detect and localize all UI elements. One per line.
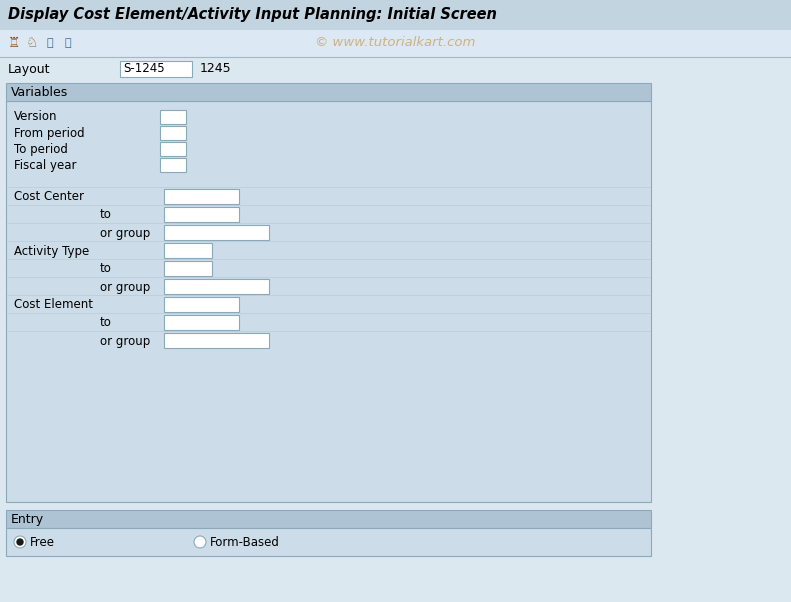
FancyBboxPatch shape bbox=[164, 225, 269, 240]
Text: Cost Element: Cost Element bbox=[14, 299, 93, 311]
Text: or group: or group bbox=[100, 226, 150, 240]
Text: Entry: Entry bbox=[11, 512, 44, 526]
Text: Free: Free bbox=[30, 536, 55, 548]
FancyBboxPatch shape bbox=[164, 315, 239, 330]
Text: © www.tutorialkart.com: © www.tutorialkart.com bbox=[315, 37, 475, 49]
FancyBboxPatch shape bbox=[160, 158, 186, 172]
Text: 1245: 1245 bbox=[200, 63, 232, 75]
FancyBboxPatch shape bbox=[6, 101, 651, 502]
Text: Fiscal year: Fiscal year bbox=[14, 158, 77, 172]
Text: ♘: ♘ bbox=[26, 36, 38, 50]
FancyBboxPatch shape bbox=[160, 142, 186, 156]
Circle shape bbox=[194, 536, 206, 548]
FancyBboxPatch shape bbox=[6, 528, 651, 556]
Text: or group: or group bbox=[100, 335, 150, 347]
FancyBboxPatch shape bbox=[164, 261, 212, 276]
FancyBboxPatch shape bbox=[160, 110, 186, 124]
Text: Cost Center: Cost Center bbox=[14, 190, 84, 203]
Text: 💾: 💾 bbox=[47, 38, 53, 48]
Text: 📄: 📄 bbox=[65, 38, 71, 48]
Text: to: to bbox=[100, 317, 112, 329]
FancyBboxPatch shape bbox=[0, 0, 791, 30]
Text: or group: or group bbox=[100, 281, 150, 294]
FancyBboxPatch shape bbox=[164, 189, 239, 204]
Text: to: to bbox=[100, 262, 112, 276]
Circle shape bbox=[14, 536, 26, 548]
Text: Version: Version bbox=[14, 111, 58, 123]
Text: To period: To period bbox=[14, 143, 68, 155]
FancyBboxPatch shape bbox=[0, 30, 791, 56]
FancyBboxPatch shape bbox=[6, 510, 651, 528]
FancyBboxPatch shape bbox=[164, 243, 212, 258]
Text: Activity Type: Activity Type bbox=[14, 244, 89, 258]
Text: S-1245: S-1245 bbox=[123, 63, 165, 75]
Text: to: to bbox=[100, 208, 112, 222]
FancyBboxPatch shape bbox=[164, 297, 239, 312]
Text: Form-Based: Form-Based bbox=[210, 536, 280, 548]
Circle shape bbox=[17, 539, 23, 545]
Text: Layout: Layout bbox=[8, 63, 51, 75]
FancyBboxPatch shape bbox=[160, 126, 186, 140]
Text: From period: From period bbox=[14, 126, 85, 140]
FancyBboxPatch shape bbox=[120, 61, 192, 77]
Text: ♖: ♖ bbox=[8, 36, 21, 50]
FancyBboxPatch shape bbox=[164, 333, 269, 348]
FancyBboxPatch shape bbox=[6, 83, 651, 101]
Text: Display Cost Element/Activity Input Planning: Initial Screen: Display Cost Element/Activity Input Plan… bbox=[8, 7, 497, 22]
FancyBboxPatch shape bbox=[164, 207, 239, 222]
Text: Variables: Variables bbox=[11, 85, 68, 99]
FancyBboxPatch shape bbox=[164, 279, 269, 294]
